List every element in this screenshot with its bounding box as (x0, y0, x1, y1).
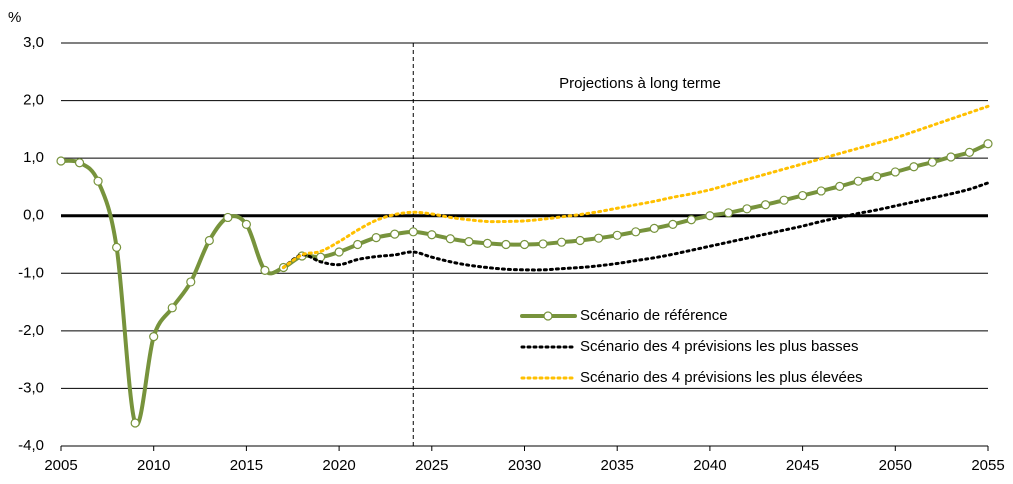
data-point (538, 239, 548, 249)
data-point (334, 247, 344, 257)
x-tick-label: 2045 (786, 457, 819, 474)
data-point (723, 208, 734, 218)
data-point (371, 232, 381, 243)
data-point (612, 230, 622, 240)
data-point (149, 332, 159, 342)
data-point (260, 265, 270, 276)
x-tick-label: 2040 (693, 457, 726, 474)
y-tick-label: 3,0 (23, 34, 44, 51)
x-tick-label: 2025 (415, 457, 448, 474)
x-tick-label: 2030 (508, 457, 541, 474)
x-tick-label: 2010 (137, 457, 170, 474)
data-point (353, 239, 363, 250)
x-tick-label: 2055 (971, 457, 1004, 474)
data-point (705, 211, 715, 221)
data-point (594, 233, 604, 243)
data-point (964, 147, 975, 157)
data-point (519, 239, 530, 250)
y-tick-label: 1,0 (23, 149, 44, 166)
data-point (909, 162, 919, 172)
data-point (983, 139, 993, 149)
x-tick-label: 2015 (230, 457, 263, 474)
data-point (204, 235, 214, 246)
data-point (408, 227, 418, 237)
legend-label: Scénario des 4 prévisions les plus basse… (580, 338, 858, 355)
data-point (112, 242, 122, 252)
y-tick-label: -3,0 (18, 379, 44, 396)
data-point (56, 156, 66, 166)
series-line (281, 181, 990, 272)
data-point (575, 235, 585, 246)
annotation: Projections à long terme (559, 75, 721, 92)
y-tick-label: -4,0 (18, 437, 44, 454)
legend-label: Scénario de référence (580, 307, 728, 324)
data-point (816, 186, 826, 196)
data-point (742, 204, 752, 214)
x-tick-label: 2005 (44, 457, 77, 474)
y-tick-label: -2,0 (18, 322, 44, 339)
data-point (835, 181, 845, 191)
data-point (760, 200, 771, 210)
y-tick-label: -1,0 (18, 264, 44, 281)
data-point (797, 190, 808, 201)
series-line (59, 141, 990, 427)
data-point (668, 219, 678, 229)
x-tick-label: 2050 (879, 457, 912, 474)
data-point (74, 158, 85, 168)
data-point (186, 277, 196, 287)
legend-marker (543, 311, 553, 321)
data-point (556, 237, 567, 247)
data-point (779, 195, 789, 205)
legend-label: Scénario des 4 prévisions les plus élevé… (580, 369, 863, 386)
data-point (872, 171, 882, 182)
data-point (853, 176, 863, 186)
data-point (223, 212, 233, 223)
data-point (686, 215, 696, 225)
unit-label: % (8, 9, 21, 26)
data-point (482, 238, 493, 248)
data-point (946, 152, 956, 162)
x-tick-label: 2020 (322, 457, 355, 474)
data-point (890, 167, 900, 177)
data-point (631, 227, 641, 237)
data-point (241, 219, 251, 229)
data-point (167, 303, 177, 313)
data-point (130, 418, 140, 428)
data-point (649, 223, 659, 233)
data-point (93, 176, 103, 186)
data-point (927, 157, 937, 167)
y-tick-label: 0,0 (23, 207, 44, 224)
y-tick-label: 2,0 (23, 92, 44, 109)
x-tick-label: 2035 (601, 457, 634, 474)
data-point (390, 229, 400, 239)
data-point (464, 237, 474, 247)
data-point (445, 234, 455, 244)
data-point (427, 230, 437, 240)
data-point (501, 239, 511, 250)
series-line (281, 104, 990, 270)
